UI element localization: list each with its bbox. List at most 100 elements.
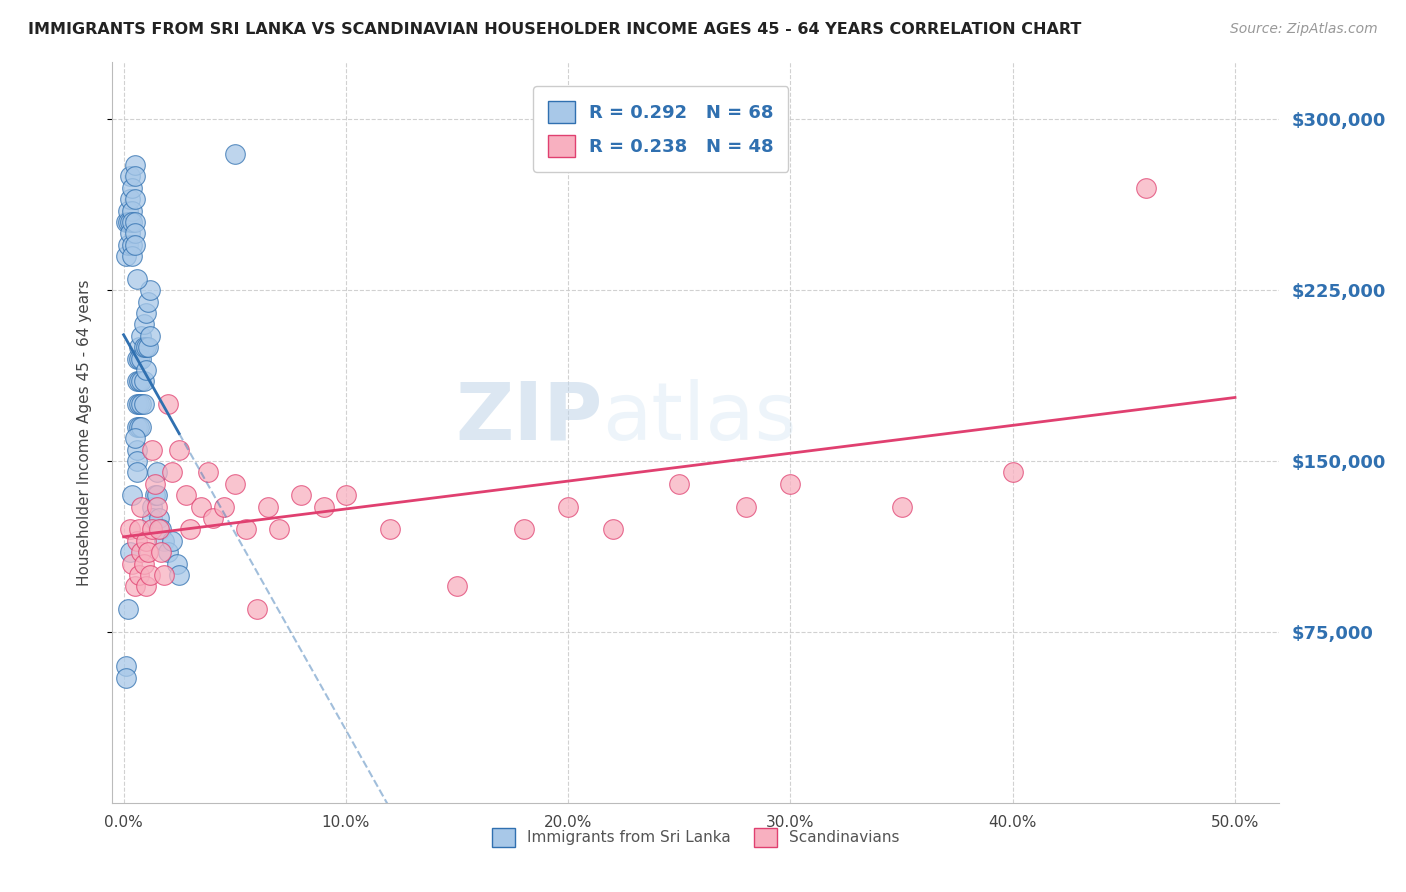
Point — [174, 488, 197, 502]
Point — [201, 511, 224, 525]
Point — [132, 375, 155, 389]
Point — [125, 375, 148, 389]
Point — [135, 306, 157, 320]
Point — [557, 500, 579, 514]
Point — [212, 500, 235, 514]
Point — [121, 557, 143, 571]
Point — [132, 340, 155, 354]
Point — [602, 523, 624, 537]
Point — [380, 523, 402, 537]
Point — [446, 579, 468, 593]
Point — [128, 375, 150, 389]
Y-axis label: Householder Income Ages 45 - 64 years: Householder Income Ages 45 - 64 years — [77, 279, 91, 586]
Point — [735, 500, 758, 514]
Point — [257, 500, 280, 514]
Point — [132, 557, 155, 571]
Point — [143, 488, 166, 502]
Point — [136, 294, 159, 309]
Point — [114, 249, 136, 263]
Point — [141, 442, 163, 457]
Point — [124, 215, 146, 229]
Point — [125, 454, 148, 468]
Point — [124, 579, 146, 593]
Point — [135, 579, 157, 593]
Point — [124, 237, 146, 252]
Point — [120, 192, 142, 206]
Point — [152, 568, 174, 582]
Point — [157, 397, 180, 411]
Point — [235, 523, 257, 537]
Point — [132, 318, 155, 332]
Point — [135, 340, 157, 354]
Point — [131, 397, 153, 411]
Point — [120, 215, 142, 229]
Point — [131, 545, 153, 559]
Point — [131, 500, 153, 514]
Point — [128, 523, 150, 537]
Point — [197, 466, 219, 480]
Point — [125, 397, 148, 411]
Point — [117, 237, 139, 252]
Point — [125, 272, 148, 286]
Point — [162, 466, 184, 480]
Point — [246, 602, 269, 616]
Point — [121, 215, 143, 229]
Point — [117, 203, 139, 218]
Point — [124, 431, 146, 445]
Text: ZIP: ZIP — [456, 379, 603, 457]
Point — [117, 215, 139, 229]
Point — [512, 523, 534, 537]
Point — [121, 488, 143, 502]
Point — [1001, 466, 1024, 480]
Point — [141, 523, 163, 537]
Point — [135, 363, 157, 377]
Point — [125, 466, 148, 480]
Text: atlas: atlas — [603, 379, 797, 457]
Point — [148, 511, 170, 525]
Point — [128, 340, 150, 354]
Point — [121, 180, 143, 194]
Point — [139, 328, 162, 343]
Point — [335, 488, 357, 502]
Point — [124, 169, 146, 184]
Point — [117, 602, 139, 616]
Point — [131, 420, 153, 434]
Point — [290, 488, 312, 502]
Point — [152, 533, 174, 548]
Point — [190, 500, 212, 514]
Point — [166, 557, 188, 571]
Text: IMMIGRANTS FROM SRI LANKA VS SCANDINAVIAN HOUSEHOLDER INCOME AGES 45 - 64 YEARS : IMMIGRANTS FROM SRI LANKA VS SCANDINAVIA… — [28, 22, 1081, 37]
Point — [114, 659, 136, 673]
Point — [139, 283, 162, 297]
Point — [120, 227, 142, 241]
Point — [136, 545, 159, 559]
Point — [224, 146, 246, 161]
Point — [143, 476, 166, 491]
Point — [125, 420, 148, 434]
Point — [148, 523, 170, 537]
Point — [167, 568, 190, 582]
Point — [139, 568, 162, 582]
Point — [131, 351, 153, 366]
Point — [135, 533, 157, 548]
Point — [125, 442, 148, 457]
Point — [150, 523, 173, 537]
Point — [121, 203, 143, 218]
Point — [128, 351, 150, 366]
Point — [146, 488, 169, 502]
Point — [121, 249, 143, 263]
Point — [125, 533, 148, 548]
Point — [269, 523, 291, 537]
Point — [132, 397, 155, 411]
Point — [114, 215, 136, 229]
Point — [124, 227, 146, 241]
Point — [141, 500, 163, 514]
Point — [120, 545, 142, 559]
Point — [128, 397, 150, 411]
Point — [125, 351, 148, 366]
Point — [162, 533, 184, 548]
Point — [150, 545, 173, 559]
Point — [668, 476, 690, 491]
Point — [179, 523, 201, 537]
Point — [131, 375, 153, 389]
